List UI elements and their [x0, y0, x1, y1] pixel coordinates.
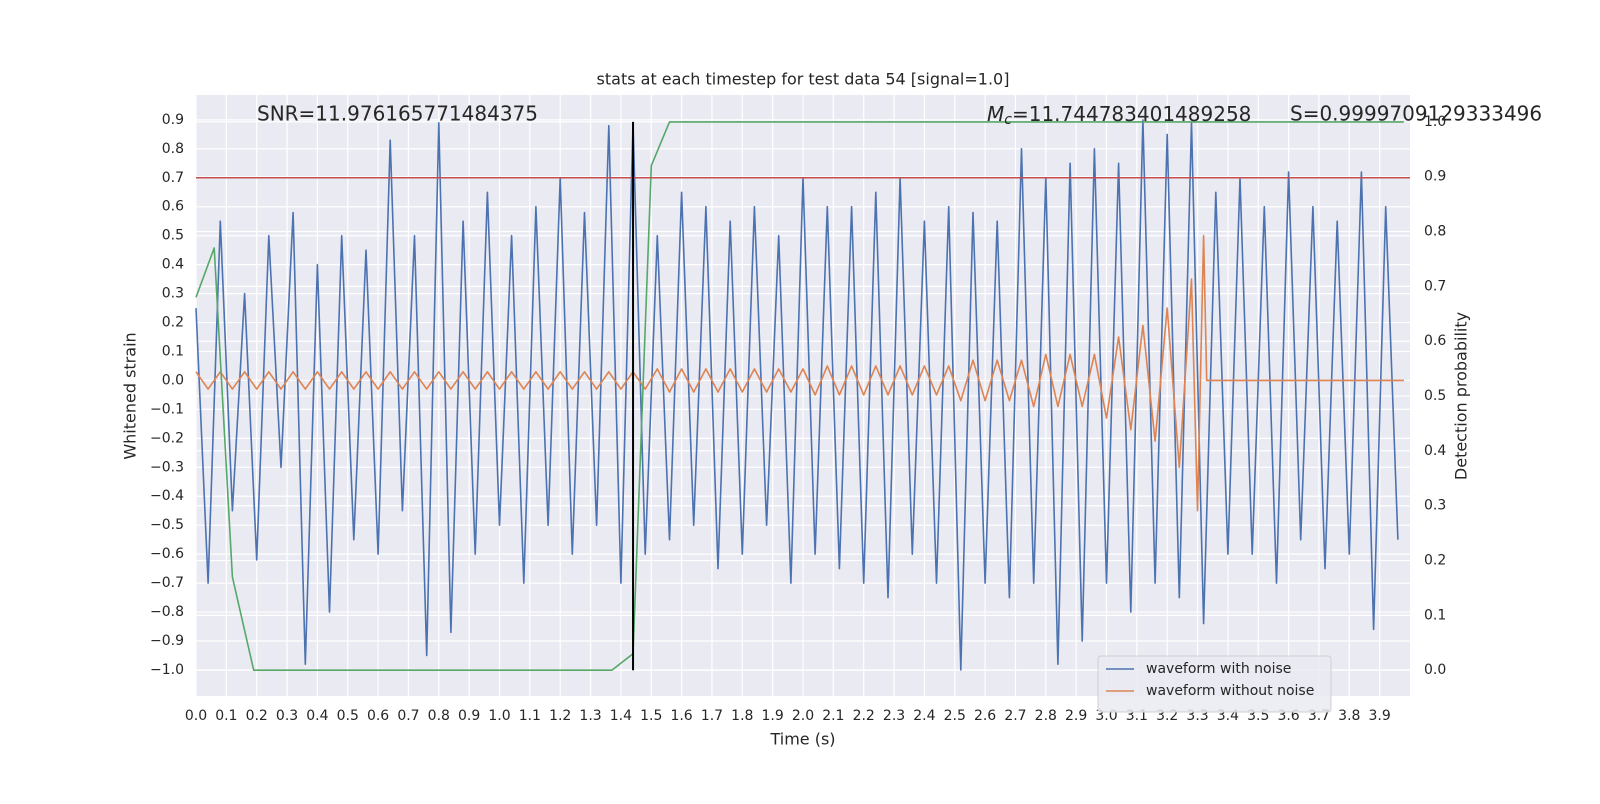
- x-tick-label: 0.4: [306, 708, 328, 724]
- x-tick-label: 0.7: [397, 708, 419, 724]
- y-tick-label: 0.5: [162, 228, 184, 244]
- series-line: [195, 121, 1404, 671]
- x-tick-label: 1.2: [549, 708, 571, 724]
- y-tick-label: 0.8: [162, 141, 184, 157]
- chart-title: stats at each timestep for test data 54 …: [597, 70, 1010, 89]
- y-tick-label: 0.4: [162, 257, 184, 273]
- x-tick-label: 0.1: [215, 708, 237, 724]
- x-tick-label: 1.1: [519, 708, 541, 724]
- y-tick-label: −0.3: [150, 459, 184, 475]
- y2-tick-label: 0.2: [1424, 553, 1446, 569]
- annotation: SNR=11.976165771484375: [257, 102, 538, 126]
- x-tick-label: 1.6: [670, 708, 692, 724]
- y-tick-label: −0.4: [150, 488, 184, 504]
- y2-tick-label: 0.5: [1424, 388, 1446, 404]
- y-tick-label: −1.0: [150, 662, 184, 678]
- y2-tick-label: 0.8: [1424, 224, 1446, 240]
- y-tick-label: −0.5: [150, 517, 184, 533]
- x-tick-label: 2.0: [792, 708, 814, 724]
- x-tick-label: 0.6: [367, 708, 389, 724]
- y-tick-label: 0.0: [162, 372, 184, 388]
- y-tick-label: 0.2: [162, 315, 184, 331]
- x-tick-label: 1.5: [640, 708, 662, 724]
- x-tick-label: 1.4: [610, 708, 632, 724]
- x-tick-label: 2.2: [853, 708, 875, 724]
- x-tick-label: 0.2: [246, 708, 268, 724]
- y-tick-label: 0.3: [162, 286, 184, 302]
- annotation-symbol: M: [987, 102, 1004, 126]
- y-tick-label: −0.7: [150, 575, 184, 591]
- x-tick-label: 0.5: [337, 708, 359, 724]
- y2-tick-label: 0.0: [1424, 662, 1446, 678]
- annotation: Mc=11.744783401489258: [987, 102, 1251, 129]
- annotation-text: =11.744783401489258: [1012, 102, 1251, 126]
- y2-axis-label: Detection probability: [1452, 312, 1471, 480]
- x-tick-label: 2.9: [1065, 708, 1087, 724]
- y-tick-label: −0.6: [150, 546, 184, 562]
- y-axis-label: Whitened strain: [121, 332, 140, 459]
- annotation: S=0.9999709129333496: [1290, 102, 1542, 126]
- legend-label: waveform with noise: [1146, 661, 1291, 677]
- y2-tick-label: 0.7: [1424, 278, 1446, 294]
- x-tick-label: 1.9: [762, 708, 784, 724]
- annotation-subscript: c: [1004, 112, 1012, 128]
- x-tick-label: 2.3: [883, 708, 905, 724]
- legend-label: waveform without noise: [1146, 683, 1314, 699]
- x-tick-label: 2.4: [913, 708, 935, 724]
- y-tick-label: −0.8: [150, 604, 184, 620]
- x-tick-label: 1.3: [579, 708, 601, 724]
- legend-box: [1097, 655, 1332, 713]
- y2-tick-label: 1.0: [1424, 114, 1446, 130]
- x-tick-label: 1.0: [488, 708, 510, 724]
- marks: [195, 119, 1410, 671]
- x-tick-label: 0.9: [458, 708, 480, 724]
- x-tick-label: 2.7: [1004, 708, 1026, 724]
- y-tick-label: 0.9: [162, 112, 184, 128]
- x-tick-label: 3.8: [1338, 708, 1360, 724]
- x-tick-label: 3.9: [1369, 708, 1391, 724]
- y-tick-label: −0.2: [150, 430, 184, 446]
- y-tick-label: 0.6: [162, 199, 184, 215]
- y2-tick-label: 0.3: [1424, 498, 1446, 514]
- series-line: [195, 234, 1404, 512]
- y2-tick-label: 0.9: [1424, 169, 1446, 185]
- x-tick-label: 2.6: [974, 708, 996, 724]
- x-tick-label: 2.1: [822, 708, 844, 724]
- x-tick-label: 0.3: [276, 708, 298, 724]
- y-tick-label: 0.1: [162, 343, 184, 359]
- y2-tick-label: 0.6: [1424, 333, 1446, 349]
- x-tick-label: 0.8: [428, 708, 450, 724]
- x-tick-label: 1.8: [731, 708, 753, 724]
- x-tick-label: 2.5: [944, 708, 966, 724]
- x-axis-label: Time (s): [769, 730, 835, 749]
- y-tick-label: 0.7: [162, 170, 184, 186]
- legend: waveform with noise waveform without nois…: [1097, 655, 1332, 713]
- y-tick-label: −0.9: [150, 633, 184, 649]
- y2-tick-label: 0.4: [1424, 443, 1446, 459]
- x-tick-label: 1.7: [701, 708, 723, 724]
- y2-tick-label: 0.1: [1424, 607, 1446, 623]
- x-tick-label: 2.8: [1035, 708, 1057, 724]
- y-tick-label: −0.1: [150, 401, 184, 417]
- x-tick-label: 0.0: [185, 708, 207, 724]
